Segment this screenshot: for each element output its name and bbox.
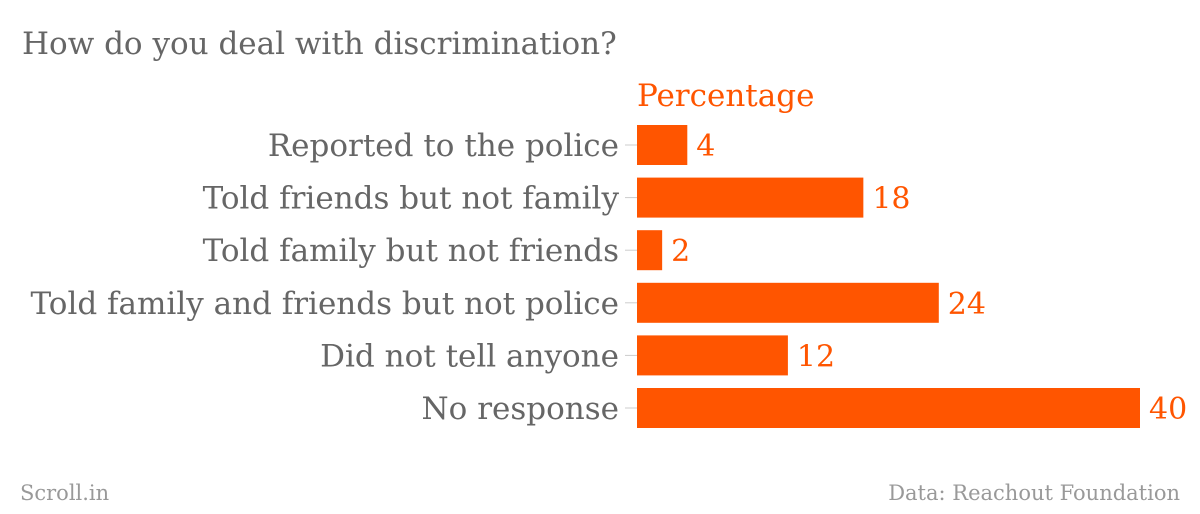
chart-title: How do you deal with discrimination?	[22, 26, 617, 62]
bars-group: Reported to the police 4 Told friends but …	[31, 125, 1187, 428]
category-label: Told family but not friends	[203, 233, 619, 269]
bar	[637, 282, 939, 323]
bar-row: Told family but not friends 2	[203, 230, 690, 271]
category-label: Told family and friends but not police	[31, 286, 619, 322]
bar	[637, 388, 1140, 428]
footer-source-left: Scroll.in	[20, 481, 109, 505]
bar-row: Did not tell anyone 12	[320, 335, 835, 376]
value-label: 24	[948, 287, 986, 322]
bar-row: No response 40	[422, 388, 1187, 428]
bar	[637, 125, 688, 165]
legend-series-label: Percentage	[637, 78, 814, 114]
bar	[637, 230, 663, 271]
category-label: Told friends but not family	[203, 181, 620, 217]
bar-row: Told friends but not family 18	[203, 177, 911, 218]
value-label: 12	[797, 339, 835, 374]
bar	[637, 177, 864, 218]
footer-source-right: Data: Reachout Foundation	[888, 481, 1180, 505]
value-label: 2	[671, 234, 690, 269]
value-label: 18	[872, 182, 910, 217]
category-label: No response	[422, 391, 619, 427]
bar-row: Reported to the police 4	[268, 125, 715, 165]
bar-row: Told family and friends but not police 24	[31, 282, 986, 323]
category-label: Reported to the police	[268, 128, 619, 164]
category-label: Did not tell anyone	[320, 338, 619, 374]
bar	[637, 335, 788, 376]
value-label: 4	[696, 129, 715, 164]
value-label: 40	[1149, 392, 1187, 427]
